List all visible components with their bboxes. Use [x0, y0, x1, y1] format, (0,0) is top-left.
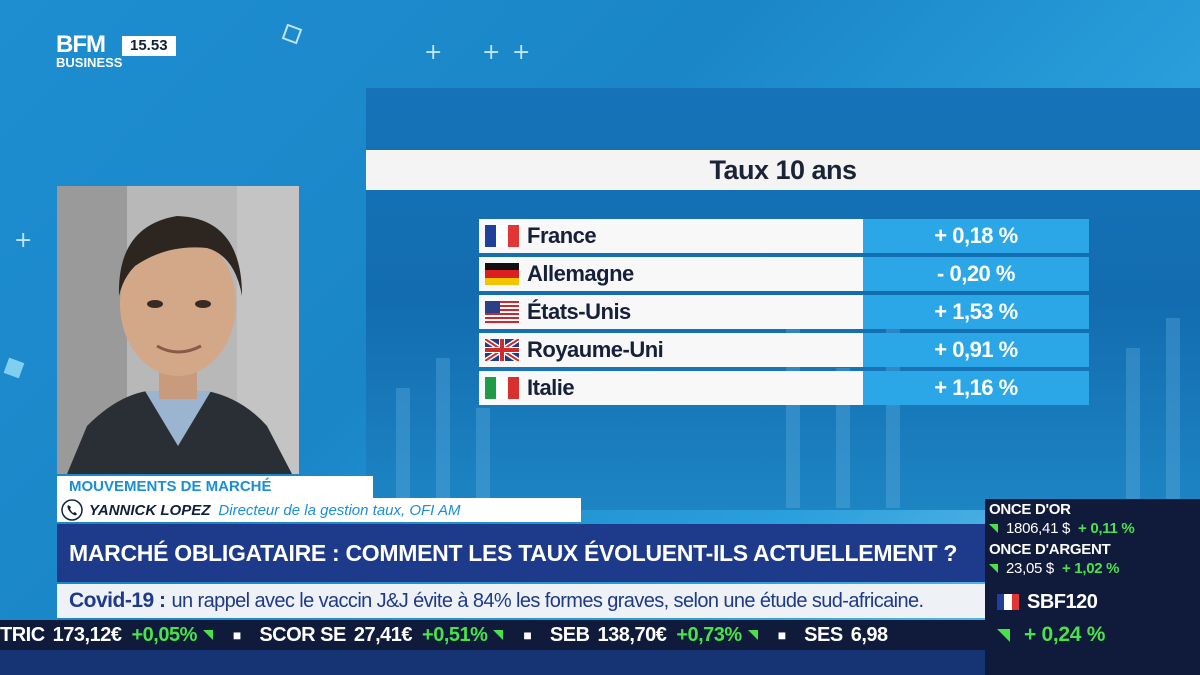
table-row: Allemagne - 0,20 %	[479, 257, 1089, 291]
person-icon	[57, 186, 299, 474]
usa-flag-icon	[485, 301, 519, 323]
table-row: États-Unis + 1,53 %	[479, 295, 1089, 329]
country-cell: Allemagne	[479, 257, 863, 291]
ticker-change: +0,05%	[131, 623, 197, 646]
rate-value: + 0,91 %	[863, 333, 1089, 367]
ticker-value: 6,98	[850, 623, 888, 646]
bottom-strip	[0, 650, 985, 675]
germany-flag-icon	[485, 263, 519, 285]
ticker-symbol: TRIC	[0, 623, 45, 646]
up-arrow-icon	[747, 630, 758, 640]
ticker-item: TRIC 173,12€ +0,05%	[0, 624, 213, 647]
country-cell: Royaume-Uni	[479, 333, 863, 367]
speaker-bar: YANNICK LOPEZ Directeur de la gestion ta…	[57, 498, 581, 522]
table-row: Royaume-Uni + 0,91 %	[479, 333, 1089, 367]
gold-value: 1806,41 $	[1006, 519, 1071, 537]
up-arrow-icon	[493, 630, 504, 640]
gold-block: ONCE D'OR 1806,41 $ + 0,11 %	[989, 501, 1199, 537]
rate-value: + 1,53 %	[863, 295, 1089, 329]
market-panel: ONCE D'OR 1806,41 $ + 0,11 % ONCE D'ARGE…	[985, 499, 1200, 675]
speaker-role: Directeur de la gestion taux, OFI AM	[218, 501, 461, 519]
panel-title: Taux 10 ans	[366, 150, 1200, 190]
table-row: France + 0,18 %	[479, 219, 1089, 253]
country-cell: États-Unis	[479, 295, 863, 329]
france-flag-icon	[997, 594, 1019, 610]
clock: 15.53	[122, 36, 176, 56]
gold-label: ONCE D'OR	[989, 501, 1071, 518]
ticker-separator: ■	[232, 627, 242, 643]
up-arrow-icon	[989, 523, 998, 533]
decor-cross: +	[14, 228, 33, 253]
rate-value: + 1,16 %	[863, 371, 1089, 405]
decor-cross: +	[482, 40, 501, 65]
index-change-row: + 0,24 %	[997, 623, 1105, 647]
index-change: + 0,24 %	[1024, 623, 1106, 646]
rate-value: - 0,20 %	[863, 257, 1089, 291]
gold-row: 1806,41 $ + 0,11 %	[989, 519, 1199, 537]
phone-icon	[61, 499, 83, 521]
news-crawl: Covid-19 : un rappel avec le vaccin J&J …	[57, 584, 985, 618]
ticker-value: 173,12€	[52, 623, 122, 646]
ticker-value: 27,41€	[353, 623, 413, 646]
decor-cross: +	[424, 40, 443, 65]
country-name: Royaume-Uni	[527, 337, 664, 362]
index-row: SBF120	[985, 586, 1200, 618]
ticker-symbol: SES	[804, 623, 843, 646]
ticker-item: SCOR SE 27,41€ +0,51%	[259, 623, 504, 647]
rates-table: France + 0,18 % Allemagne - 0,20 %	[479, 219, 1089, 409]
silver-change: + 1,02 %	[1061, 559, 1120, 577]
silver-value: 23,05 $	[1006, 559, 1054, 577]
headline: MARCHÉ OBLIGATAIRE : COMMENT LES TAUX ÉV…	[57, 524, 985, 582]
country-name: États-Unis	[527, 299, 631, 324]
rate-value: + 0,18 %	[863, 219, 1089, 253]
table-row: Italie + 1,16 %	[479, 371, 1089, 405]
up-arrow-icon	[997, 628, 1010, 642]
ticker-separator: ■	[777, 627, 787, 643]
country-name: France	[527, 223, 597, 248]
ticker-value: 138,70€	[597, 623, 667, 646]
decor-diamond	[3, 357, 25, 379]
country-name: Italie	[527, 375, 575, 400]
speaker-name: YANNICK LOPEZ	[89, 501, 211, 519]
logo-bfm-text: BFM	[56, 31, 106, 58]
silver-label: ONCE D'ARGENT	[989, 541, 1111, 558]
segment-tag: MOUVEMENTS DE MARCHÉ	[57, 476, 373, 498]
ticker-symbol: SEB	[549, 623, 590, 646]
ticker-item: SES 6,98	[804, 624, 897, 647]
stock-ticker: TRIC 173,12€ +0,05% ■ SCOR SE 27,41€ +0,…	[0, 620, 985, 650]
france-flag-icon	[485, 225, 519, 247]
news-text: un rappel avec le vaccin J&J évite à 84%…	[171, 589, 925, 612]
index-name: SBF120	[1027, 590, 1098, 613]
uk-flag-icon	[485, 339, 519, 361]
ticker-item: SEB 138,70€ +0,73%	[550, 624, 758, 647]
silver-row: 23,05 $ + 1,02 %	[989, 559, 1199, 577]
ticker-symbol: SCOR SE	[259, 623, 346, 646]
decor-diamond	[281, 23, 303, 45]
channel-logo: BFM BUSINESS	[56, 31, 123, 70]
country-cell: France	[479, 219, 863, 253]
ticker-separator: ■	[523, 627, 532, 643]
ticker-change: +0,51%	[422, 623, 488, 646]
logo-business-text: BUSINESS	[56, 55, 123, 70]
speaker-portrait	[57, 186, 299, 474]
news-tag: Covid-19 :	[69, 589, 166, 612]
country-cell: Italie	[479, 371, 863, 405]
up-arrow-icon	[989, 563, 998, 573]
gold-change: + 0,11 %	[1078, 519, 1135, 537]
up-arrow-icon	[202, 630, 213, 640]
rates-panel: Taux 10 ans France + 0,18 % Allemagne - …	[366, 88, 1200, 510]
decor-cross: +	[512, 40, 531, 65]
ticker-change: +0,73%	[676, 623, 742, 646]
silver-block: ONCE D'ARGENT 23,05 $ + 1,02 %	[989, 541, 1199, 577]
italy-flag-icon	[485, 377, 519, 399]
country-name: Allemagne	[527, 261, 634, 286]
